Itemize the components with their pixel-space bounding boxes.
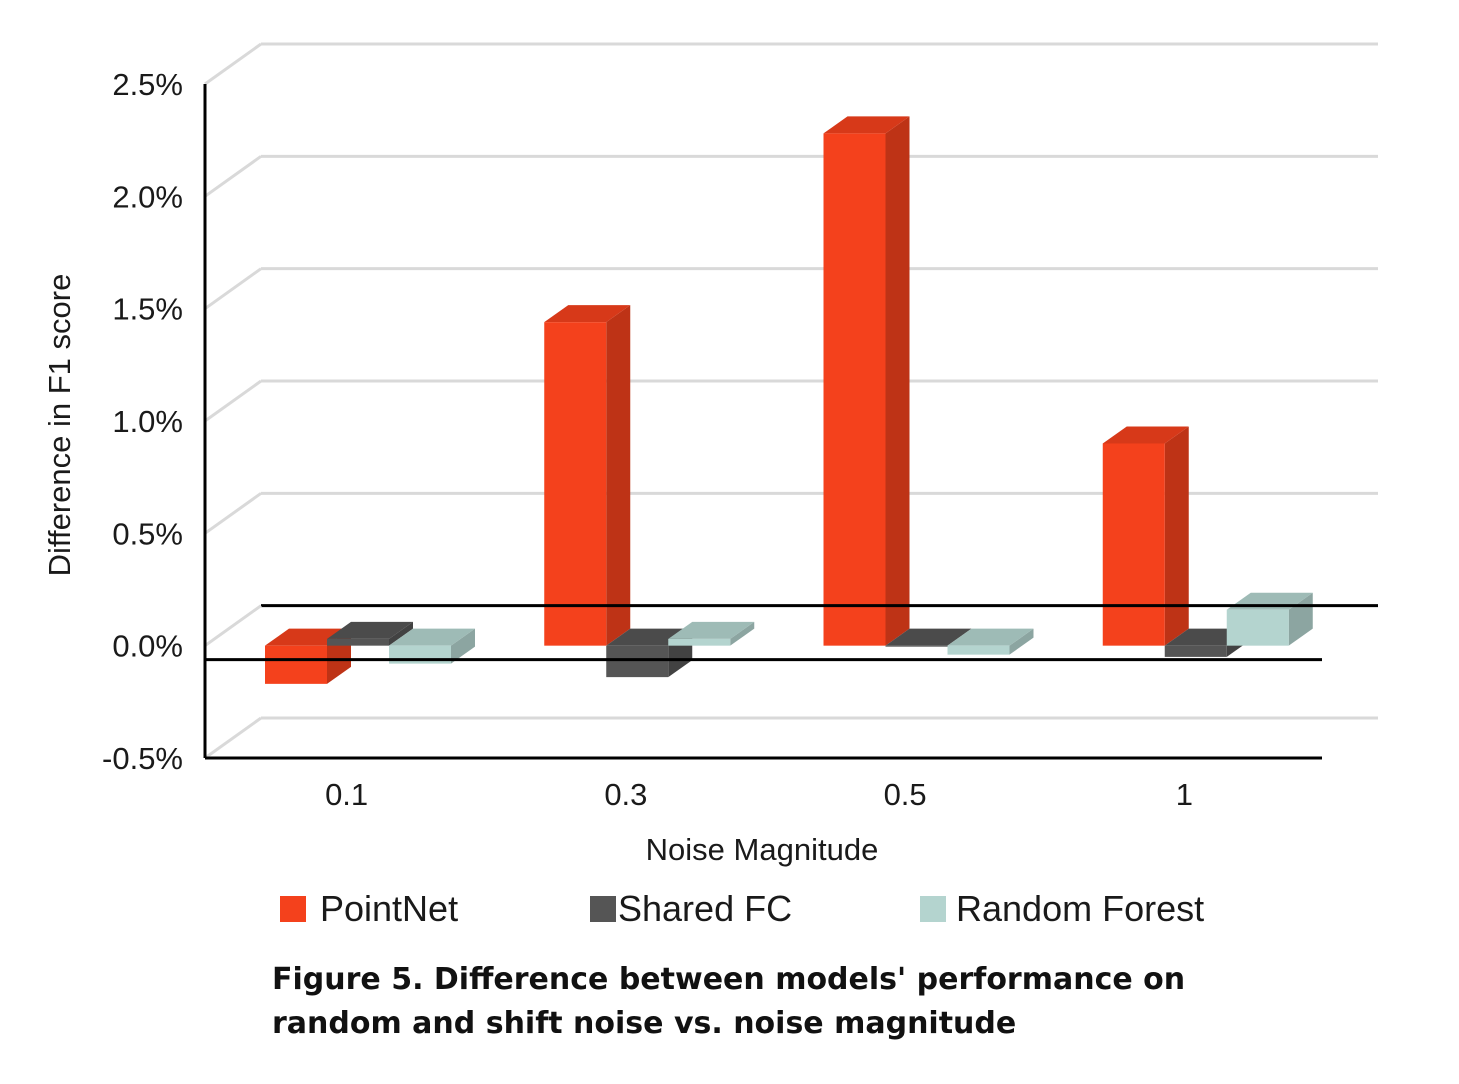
legend-item-random-forest: Random Forest <box>920 888 1204 930</box>
bar-shared-fc-1-front <box>1164 645 1227 657</box>
bar-random-forest-0_3-top <box>668 621 755 639</box>
bar-shared-fc-0_5 <box>885 628 972 647</box>
gridline-side <box>204 716 262 760</box>
bar-random-forest-0_5-top <box>947 628 1034 646</box>
gridline-side <box>204 155 262 198</box>
x-tick-label: 1 <box>1176 777 1193 812</box>
legend-swatch-pointnet <box>280 896 306 922</box>
x-tick-label: 0.5 <box>884 777 927 812</box>
legend-label-shared-fc: Shared FC <box>618 888 793 929</box>
bar-pointnet-1-front <box>1102 443 1165 646</box>
bar-pointnet-1 <box>1102 426 1189 646</box>
tick-labels: -0.5% 0.0% 0.5% 1.0% 1.5% 2.0% 2.5% 0.1 0.3 0.5 1 <box>102 67 1193 812</box>
gridline-side <box>204 492 262 535</box>
y-tick-label: 1.0% <box>112 404 183 439</box>
bar-random-forest-0_3 <box>668 621 755 646</box>
bar-pointnet-0_1-front <box>265 645 327 684</box>
bar-shared-fc-0_1-front <box>327 638 389 646</box>
axes <box>203 84 1378 760</box>
bar-pointnet-0_3 <box>544 305 631 646</box>
bar-shared-fc-0_5-top <box>885 628 972 646</box>
bar-pointnet-1-top <box>1102 426 1189 444</box>
bar-shared-fc-0_1-side <box>389 621 413 646</box>
bar-pointnet-0_3-front <box>544 322 607 646</box>
bar-random-forest-1-front <box>1226 609 1289 646</box>
y-axis-title: Difference in F1 score <box>42 274 77 577</box>
bar-pointnet-0_5 <box>823 116 910 646</box>
legend-swatch-random-forest <box>920 896 946 922</box>
bar-shared-fc-0_1 <box>327 621 413 646</box>
bar-pointnet-0_3-side <box>606 305 631 646</box>
bar-pointnet-1-side <box>1164 426 1189 646</box>
bar-pointnet-0_5-side <box>885 116 910 646</box>
bar-random-forest-1 <box>1226 592 1313 646</box>
y-tick-label: 2.5% <box>112 67 183 102</box>
x-tick-label: 0.1 <box>325 777 368 812</box>
legend-item-pointnet: PointNet <box>280 888 458 930</box>
y-tick-label: 0.5% <box>112 516 183 551</box>
legend-swatch-shared-fc <box>590 896 616 922</box>
zero-line-side <box>204 604 262 647</box>
bar-random-forest-0_3-side <box>730 621 755 646</box>
y-tick-label: -0.5% <box>102 741 183 776</box>
y-tick-label: 0.0% <box>112 629 183 664</box>
gridline-side <box>204 379 262 423</box>
gridlines <box>204 42 1378 760</box>
caption-line-2: random and shift noise vs. noise magnitu… <box>272 1006 1017 1041</box>
legend-label-pointnet: PointNet <box>320 888 459 929</box>
figure-caption: Figure 5. Difference between models' per… <box>272 958 1372 1046</box>
bar-chart: -0.5%0.0%0.5%1.0%1.5%2.0%2.5%0.1 0.3 0.5 1 … <box>42 42 1378 867</box>
bar-random-forest-0_1-top <box>389 628 475 646</box>
bars <box>265 116 1313 684</box>
bar-random-forest-0_3-front <box>668 638 731 646</box>
caption-line-1: Figure 5. Difference between models' per… <box>272 962 1186 997</box>
bar-random-forest-0_5 <box>947 628 1034 655</box>
bar-random-forest-0_5-side <box>1009 628 1034 655</box>
bar-random-forest-0_1-side <box>451 628 475 664</box>
bar-random-forest-0_1 <box>389 628 475 664</box>
bar-shared-fc-0_5-front <box>885 645 948 647</box>
bar-shared-fc-0_1-top <box>327 621 413 639</box>
x-tick-label: 0.3 <box>604 777 647 812</box>
bar-shared-fc-0_3-front <box>606 645 669 678</box>
x-axis-title: Noise Magnitude <box>646 832 879 867</box>
bar-pointnet-0_5-top <box>823 116 910 134</box>
bar-pointnet-0_5-front <box>823 133 886 646</box>
legend: PointNet Shared FC Random Forest <box>280 888 1280 938</box>
bar-random-forest-0_5-front <box>947 645 1010 655</box>
bar-pointnet-0_3-top <box>544 305 631 323</box>
y-tick-label: 2.0% <box>112 179 183 214</box>
gridline-side <box>204 42 262 86</box>
gridline-side <box>204 267 262 310</box>
y-tick-label: 1.5% <box>112 292 183 327</box>
legend-item-shared-fc: Shared FC <box>590 888 792 930</box>
bar-shared-fc-0_3 <box>606 628 693 678</box>
legend-label-random-forest: Random Forest <box>956 888 1205 929</box>
